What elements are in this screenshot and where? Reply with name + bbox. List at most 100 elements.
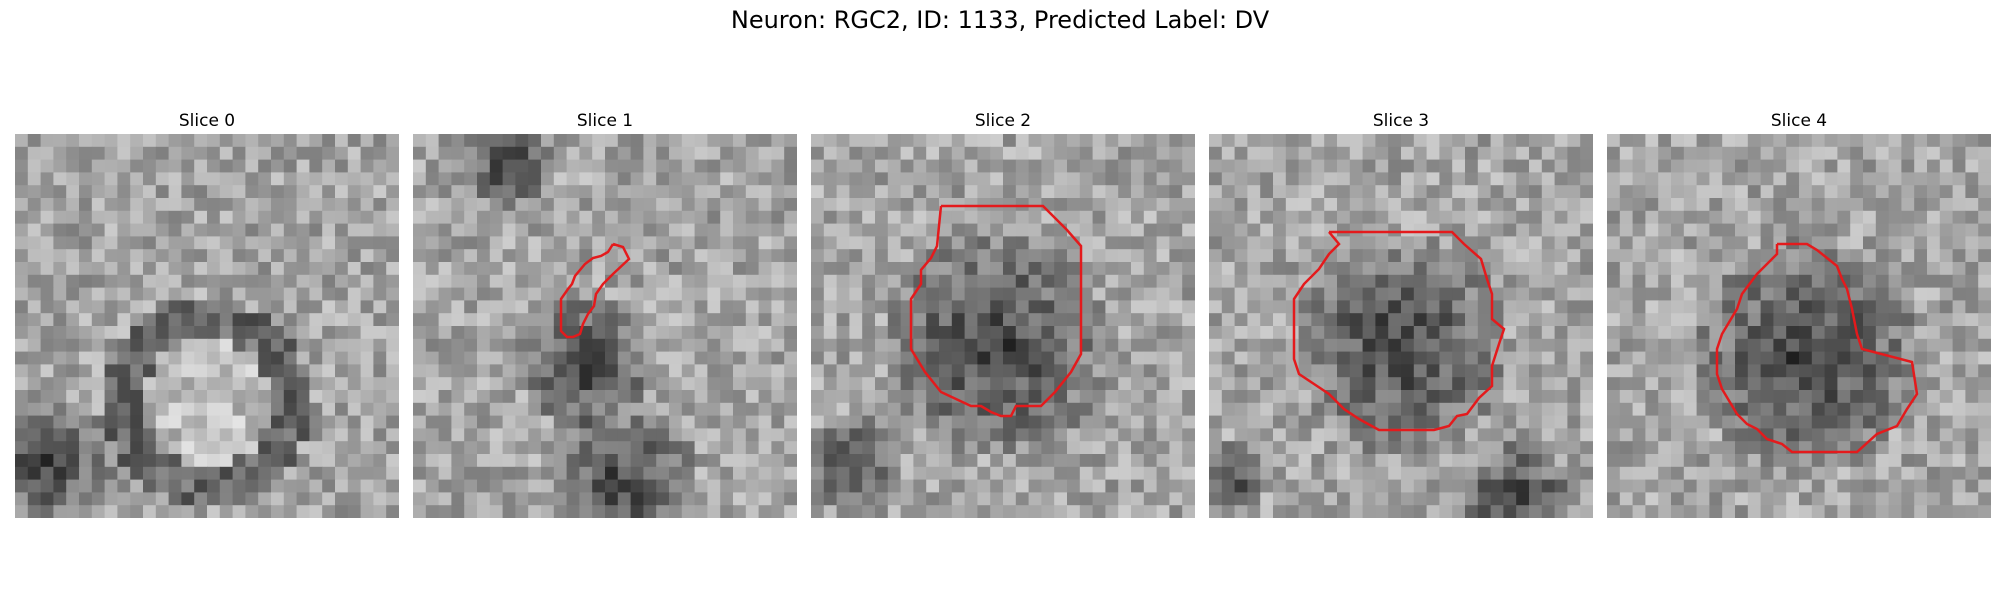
pixel [1914, 159, 1928, 173]
pixel [258, 172, 272, 186]
pixel [1311, 198, 1325, 212]
pixel [1156, 428, 1170, 442]
pixel [1209, 505, 1223, 518]
pixel [309, 454, 323, 468]
pixel [977, 172, 991, 186]
pixel [1671, 172, 1685, 186]
pixel [1079, 402, 1094, 417]
pixel [811, 338, 825, 353]
pixel [913, 351, 927, 365]
pixel [296, 466, 310, 481]
pixel [1169, 262, 1183, 276]
pixel [1554, 326, 1568, 340]
pixel [1490, 415, 1504, 429]
pixel [964, 287, 978, 301]
pixel [823, 287, 838, 301]
pixel [900, 236, 914, 250]
pixel [1541, 300, 1556, 314]
pixel [733, 377, 747, 391]
pixel [1247, 198, 1261, 212]
pixel [1516, 338, 1530, 353]
pixel [617, 441, 632, 455]
pixel [207, 402, 221, 417]
pixel [335, 223, 349, 237]
pixel [1607, 172, 1621, 186]
pixel [1658, 210, 1672, 225]
pixel [1285, 146, 1300, 161]
pixel [271, 479, 285, 493]
pixel [875, 441, 889, 455]
pixel [977, 326, 991, 340]
pixel [168, 236, 182, 250]
pixel [1388, 415, 1402, 429]
pixel [1169, 390, 1183, 404]
pixel [104, 287, 118, 301]
pixel [373, 172, 387, 186]
pixel [1927, 454, 1941, 468]
pixel [836, 377, 850, 391]
pixel [1156, 377, 1170, 391]
pixel [1273, 351, 1287, 365]
pixel [1914, 505, 1928, 518]
pixel [836, 223, 850, 237]
pixel [681, 390, 696, 404]
pixel [707, 492, 721, 506]
pixel [643, 287, 657, 301]
pixel [477, 479, 491, 493]
pixel [771, 198, 785, 212]
pixel [360, 415, 374, 429]
pixel [887, 172, 902, 186]
pixel [335, 210, 349, 225]
pixel [862, 287, 876, 301]
pixel [656, 326, 670, 340]
pixel [271, 326, 285, 340]
pixel [1541, 326, 1556, 340]
pixel [1247, 134, 1261, 148]
pixel [1426, 377, 1440, 391]
pixel [566, 338, 580, 353]
pixel [579, 146, 593, 161]
pixel [413, 300, 427, 314]
pixel [130, 364, 144, 378]
pixel [1709, 159, 1723, 173]
pixel [130, 428, 144, 442]
pixel [40, 415, 54, 429]
pixel [1645, 492, 1659, 506]
pixel [541, 300, 555, 314]
pixel [1273, 505, 1287, 518]
pixel [592, 479, 606, 493]
pixel [477, 415, 491, 429]
pixel [104, 326, 118, 340]
pixel [643, 454, 657, 468]
pixel [219, 338, 234, 353]
pixel [630, 159, 644, 173]
pixel [1362, 249, 1376, 263]
pixel [1773, 210, 1787, 225]
pixel [1452, 198, 1466, 212]
pixel [1452, 505, 1466, 518]
pixel [964, 210, 978, 225]
pixel [707, 402, 721, 417]
pixel [964, 134, 978, 148]
pixel [1567, 300, 1581, 314]
pixel [1965, 505, 1979, 518]
pixel [207, 326, 221, 340]
pixel [1632, 300, 1646, 314]
pixel [219, 505, 234, 518]
pixel [1927, 338, 1941, 353]
pixel [733, 428, 747, 442]
pixel [283, 274, 298, 289]
pixel [1683, 146, 1698, 161]
pixel [1067, 441, 1081, 455]
pixel [104, 198, 118, 212]
pixel [566, 249, 580, 263]
pixel [1156, 415, 1170, 429]
pixel [258, 415, 272, 429]
pixel [1105, 505, 1119, 518]
pixel [605, 313, 619, 327]
pixel [1028, 223, 1042, 237]
pixel [1079, 146, 1094, 161]
pixel [784, 198, 797, 212]
pixel [643, 338, 657, 353]
pixel [1426, 364, 1440, 378]
